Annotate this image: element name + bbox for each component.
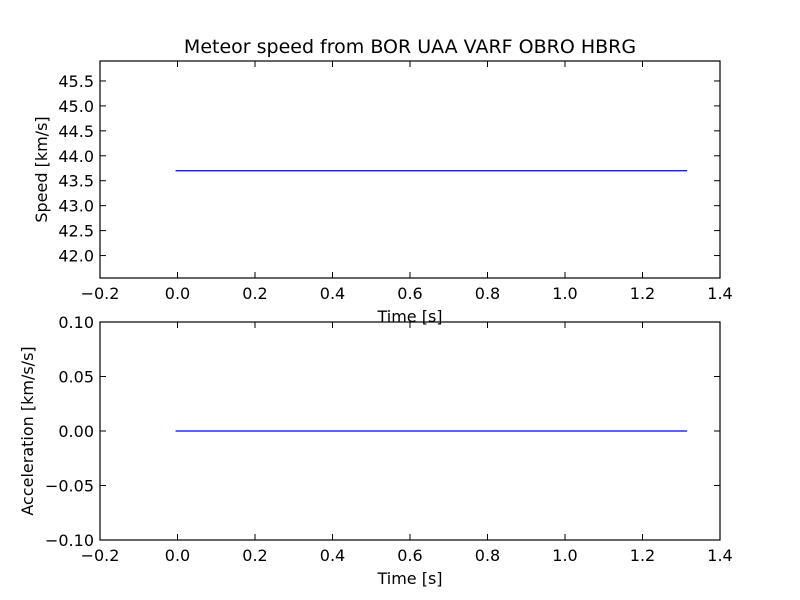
x-tick-label: 0.6 xyxy=(397,546,422,565)
x-tick-label: 0.6 xyxy=(397,284,422,303)
y-tick-label: −0.05 xyxy=(45,477,94,496)
x-tick-label: 1.0 xyxy=(552,546,577,565)
x-tick-label: 0.8 xyxy=(475,284,500,303)
y-tick-label: 0.05 xyxy=(58,368,94,387)
speed-y-axis-label: Speed [km/s] xyxy=(32,116,51,222)
y-tick-label: 45.5 xyxy=(58,72,94,91)
x-tick-label: 0.0 xyxy=(165,546,190,565)
x-tick-label: 0.2 xyxy=(242,284,267,303)
acceleration-subplot: −0.2 0.0 0.2 0.4 0.6 0.8 1.0 1.2 1.4 −0.10 −0.05 0.… xyxy=(18,313,733,588)
x-tick-label: 1.4 xyxy=(707,284,732,303)
x-tick-label: 1.2 xyxy=(630,284,655,303)
acceleration-y-axis-label: Acceleration [km/s/s] xyxy=(18,346,37,515)
x-tick-label: −0.2 xyxy=(81,284,120,303)
y-tick-label: 44.5 xyxy=(58,122,94,141)
y-tick-label: 43.0 xyxy=(58,197,94,216)
x-tick-label: −0.2 xyxy=(81,546,120,565)
acceleration-axes-frame xyxy=(99,321,721,541)
x-tick-label: 0.8 xyxy=(475,546,500,565)
y-tick-label: 0.10 xyxy=(58,313,94,332)
y-tick-label: 42.0 xyxy=(58,247,94,266)
y-tick-label: −0.10 xyxy=(45,531,94,550)
x-tick-label: 0.0 xyxy=(165,284,190,303)
speed-subplot: −0.2 0.0 0.2 0.4 0.6 0.8 1.0 1.2 1.4 42.0 42.5 43.0… xyxy=(32,60,733,326)
x-tick-label: 1.0 xyxy=(552,284,577,303)
chart-title: Meteor speed from BOR UAA VARF OBRO HBRG xyxy=(184,36,636,58)
y-tick-label: 44.0 xyxy=(58,147,94,166)
x-tick-label: 1.4 xyxy=(707,546,732,565)
x-tick-label: 1.2 xyxy=(630,546,655,565)
x-tick-label: 0.4 xyxy=(320,284,345,303)
y-tick-label: 43.5 xyxy=(58,172,94,191)
plots-container: −0.2 0.0 0.2 0.4 0.6 0.8 1.0 1.2 1.4 42.0 42.5 43.0… xyxy=(18,60,733,588)
x-tick-label: 0.4 xyxy=(320,546,345,565)
acceleration-x-axis-label: Time [s] xyxy=(376,569,442,588)
speed-x-axis-label: Time [s] xyxy=(376,307,442,326)
y-tick-label: 42.5 xyxy=(58,222,94,241)
x-tick-label: 0.2 xyxy=(242,546,267,565)
y-tick-label: 45.0 xyxy=(58,97,94,116)
speed-axes-frame xyxy=(99,60,721,279)
y-tick-label: 0.00 xyxy=(58,422,94,441)
